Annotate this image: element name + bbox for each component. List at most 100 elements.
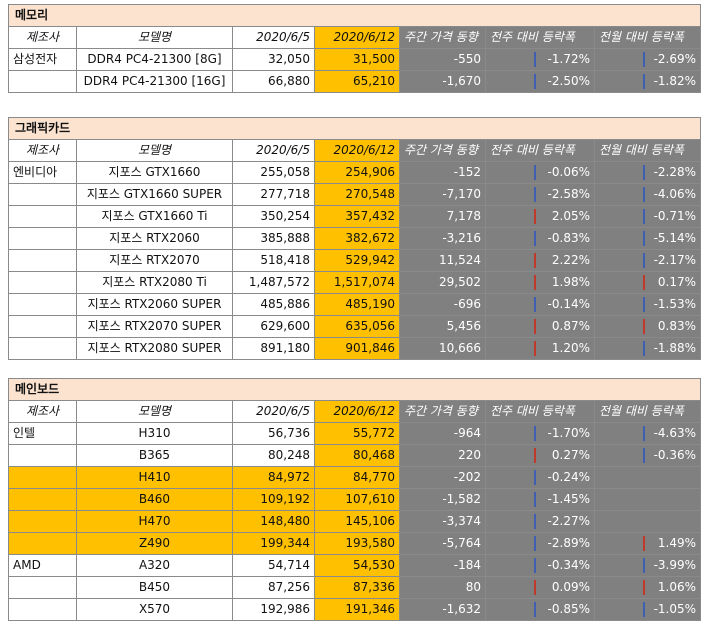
header-maker: 제조사 (8, 26, 77, 49)
mom-pct-cell: -3.99% (593, 554, 702, 577)
price-date1-cell: 350,254 (232, 205, 315, 228)
maker-cell: 엔비디아 (8, 161, 77, 184)
header-date2: 2020/6/12 (314, 400, 400, 423)
change-bar (643, 187, 645, 202)
maker-cell (8, 271, 77, 294)
model-cell: B450 (76, 576, 233, 599)
graphics-card-section: 그래픽카드 제조사 모델명 2020/6/5 2020/6/12 주간 가격 동향 전주 대… (7, 117, 702, 360)
table-row: X570 192,986 191,346 -1,632 -0.85% -1.05% (8, 598, 702, 621)
weekly-change-cell: -696 (399, 293, 486, 316)
maker-cell (8, 70, 77, 93)
weekly-change-cell: 220 (399, 444, 486, 467)
model-cell: DDR4 PC4-21300 [8G] (76, 48, 233, 71)
mom-pct-cell: -4.06% (593, 183, 702, 206)
weekly-change-cell: 11,524 (399, 249, 486, 272)
price-date2-cell: 107,610 (314, 488, 400, 511)
header-date2: 2020/6/12 (314, 26, 400, 49)
price-date2-cell: 87,336 (314, 576, 400, 599)
pct-value: -0.24% (547, 470, 590, 484)
table-row: 지포스 RTX2070 SUPER 629,600 635,056 5,456 0.87… (8, 315, 702, 338)
change-bar (534, 536, 536, 551)
model-cell: 지포스 RTX2080 SUPER (76, 337, 233, 360)
mom-pct-cell: -1.05% (593, 598, 702, 621)
change-bar (643, 297, 645, 312)
price-date1-cell: 485,886 (232, 293, 315, 316)
model-cell: B460 (76, 488, 233, 511)
section-title: 그래픽카드 (7, 117, 702, 140)
change-bar (534, 341, 536, 356)
header-maker: 제조사 (8, 139, 77, 162)
table-row: 지포스 GTX1660 SUPER 277,718 270,548 -7,170 -2.… (8, 183, 702, 206)
price-date2-cell: 357,432 (314, 205, 400, 228)
weekly-change-cell: -964 (399, 422, 486, 445)
header-model: 모델명 (76, 139, 233, 162)
pct-value: -2.50% (547, 74, 590, 88)
memory-section: 메모리 제조사 모델명 2020/6/5 2020/6/12 주간 가격 동향 전주 대비 … (7, 4, 702, 93)
wow-pct-cell: 1.20% (485, 337, 595, 360)
section-title-row: 메모리 (7, 4, 702, 27)
change-bar (534, 580, 536, 595)
wow-pct-cell: -2.89% (485, 532, 595, 555)
price-date2-cell: 382,672 (314, 227, 400, 250)
weekly-change-cell: 80 (399, 576, 486, 599)
maker-cell (8, 466, 77, 489)
change-bar (534, 187, 536, 202)
weekly-change-cell: -550 (399, 48, 486, 71)
weekly-change-cell: -1,670 (399, 70, 486, 93)
table-row: B450 87,256 87,336 80 0.09% 1.06% (8, 576, 702, 599)
section-title: 메인보드 (7, 378, 702, 401)
model-cell: DDR4 PC4-21300 [16G] (76, 70, 233, 93)
change-bar (534, 297, 536, 312)
price-date2-cell: 270,548 (314, 183, 400, 206)
header-row: 제조사 모델명 2020/6/5 2020/6/12 주간 가격 동향 전주 대비 등락폭… (8, 26, 702, 49)
price-date1-cell: 518,418 (232, 249, 315, 272)
price-date2-cell: 1,517,074 (314, 271, 400, 294)
price-date2-cell: 80,468 (314, 444, 400, 467)
table-row: 지포스 RTX2070 518,418 529,942 11,524 2.22% -2.1… (8, 249, 702, 272)
price-date2-cell: 191,346 (314, 598, 400, 621)
price-date2-cell: 84,770 (314, 466, 400, 489)
maker-cell: AMD (8, 554, 77, 577)
pct-value: -1.82% (653, 74, 697, 88)
weekly-change-cell: -3,374 (399, 510, 486, 533)
wow-pct-cell: 0.09% (485, 576, 595, 599)
mom-pct-cell: 1.49% (593, 532, 702, 555)
pct-value: 1.49% (657, 536, 697, 550)
price-date1-cell: 385,888 (232, 227, 315, 250)
table-row: 엔비디아 지포스 GTX1660 255,058 254,906 -152 -0.06% -… (8, 161, 702, 184)
maker-cell (8, 488, 77, 511)
header-weekly-change: 주간 가격 동향 (399, 26, 486, 49)
mom-pct-cell (593, 466, 702, 489)
header-mom-pct: 전월 대비 등락폭 (593, 26, 702, 49)
pct-value: -3.99% (653, 558, 697, 572)
weekly-change-cell: -1,582 (399, 488, 486, 511)
change-bar (534, 448, 536, 463)
mom-pct-cell (593, 510, 702, 533)
pct-value: -2.17% (653, 253, 697, 267)
wow-pct-cell: 2.22% (485, 249, 595, 272)
mom-pct-cell: -2.28% (593, 161, 702, 184)
pct-value: 0.09% (551, 580, 590, 594)
wow-pct-cell: -0.85% (485, 598, 595, 621)
wow-pct-cell: -0.34% (485, 554, 595, 577)
pct-value: -1.45% (547, 492, 590, 506)
pct-value: -2.27% (547, 514, 590, 528)
price-date1-cell: 199,344 (232, 532, 315, 555)
price-date1-cell: 80,248 (232, 444, 315, 467)
table-row: 삼성전자 DDR4 PC4-21300 [8G] 32,050 31,500 -550 -… (8, 48, 702, 71)
change-bar (643, 319, 645, 334)
wow-pct-cell: -1.70% (485, 422, 595, 445)
header-date1: 2020/6/5 (232, 26, 315, 49)
pct-value: -1.53% (653, 297, 697, 311)
change-bar (643, 275, 645, 290)
model-cell: H410 (76, 466, 233, 489)
change-bar (643, 341, 645, 356)
change-bar (643, 580, 645, 595)
maker-cell (8, 532, 77, 555)
pct-value: 1.20% (551, 341, 590, 355)
change-bar (534, 492, 536, 507)
mom-pct-cell: -4.63% (593, 422, 702, 445)
table-row: H470 148,480 145,106 -3,374 -2.27% (8, 510, 702, 533)
weekly-change-cell: -184 (399, 554, 486, 577)
pct-value: -0.34% (547, 558, 590, 572)
